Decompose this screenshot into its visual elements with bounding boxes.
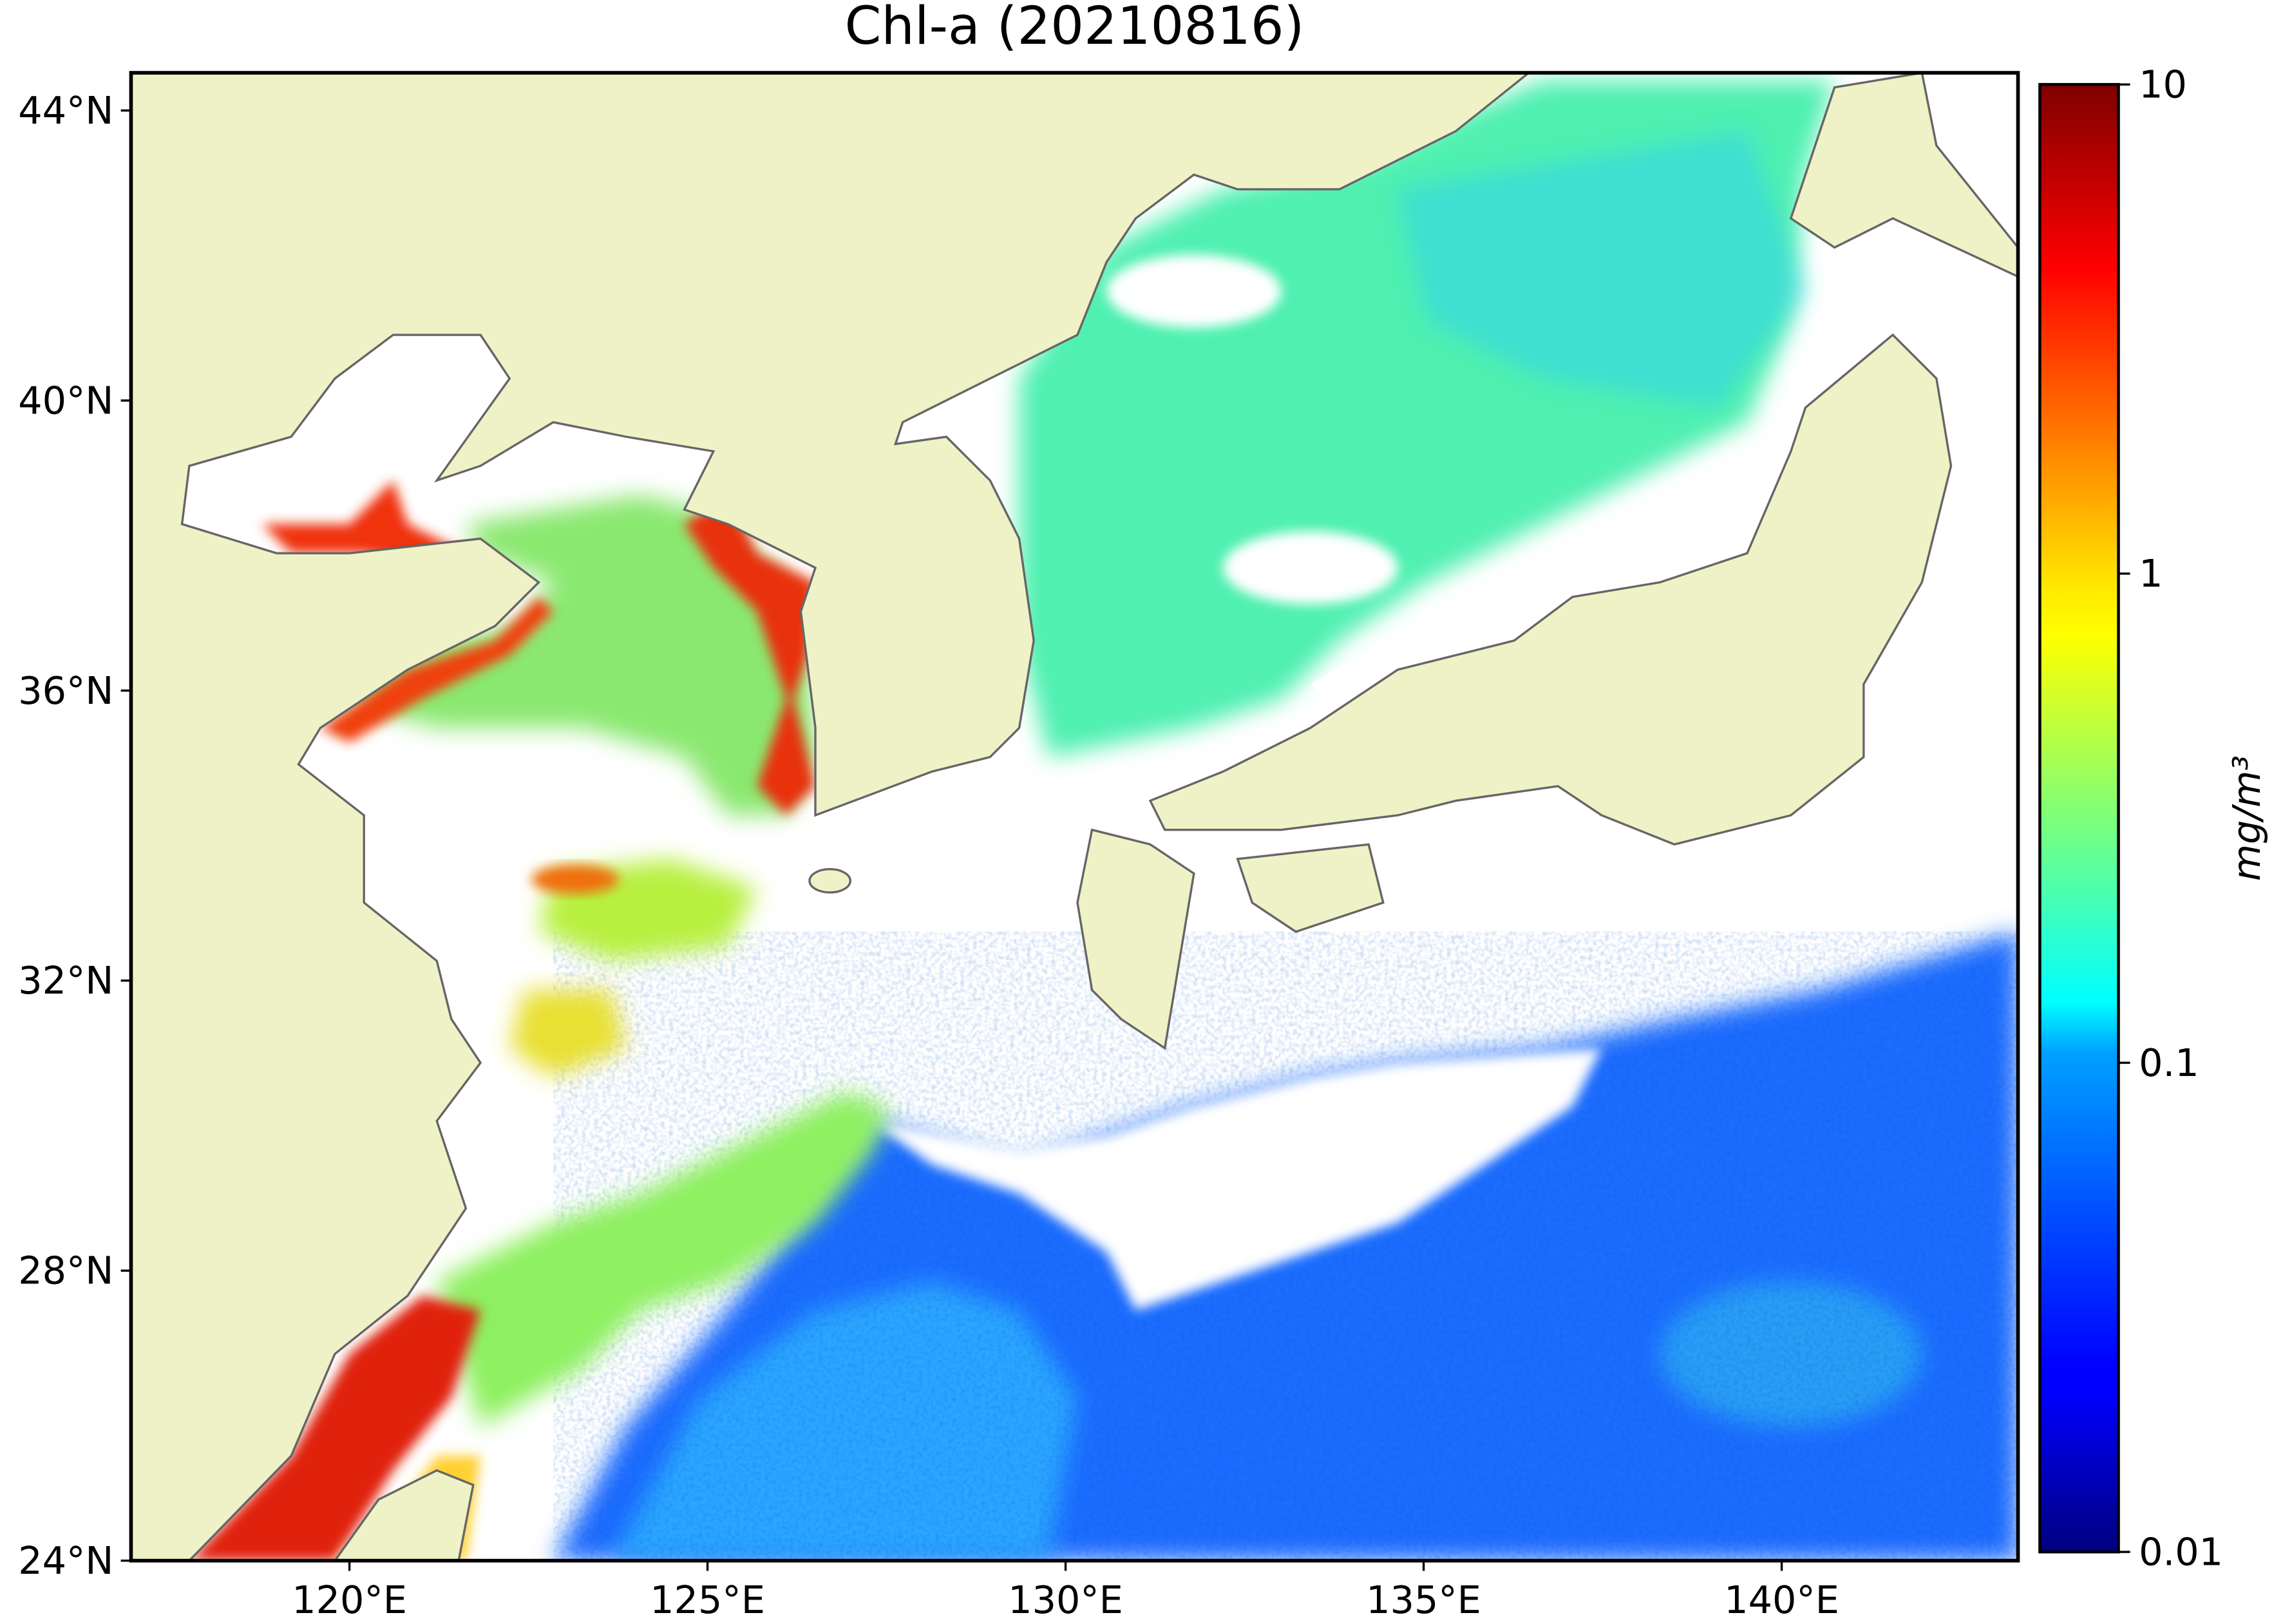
land-honshu (1148, 333, 1953, 846)
y-tick-label: 32°N (18, 958, 113, 1003)
x-tick-label: 120°E (292, 1578, 407, 1622)
axes-frame (129, 71, 2020, 1563)
land-continent (131, 73, 1531, 1561)
title: Chl-a (20210816) (845, 0, 1305, 57)
cloud (873, 1048, 1602, 1310)
colorbar-tick-label: 10 (2139, 62, 2187, 106)
chl-coastal (320, 596, 554, 743)
y-tick-label: 24°N (18, 1538, 113, 1583)
land-shikoku (1236, 843, 1385, 933)
land (131, 73, 2018, 1561)
map-area (131, 73, 2018, 1561)
colorbar (2038, 82, 2120, 1554)
x-tick-label: 130°E (1008, 1578, 1123, 1622)
land-hokkaido (1789, 73, 2018, 278)
colorbar-label: mg/m³ (2224, 755, 2269, 881)
colorbar-tick-label: 1 (2139, 551, 2163, 596)
y-tick-label: 40°N (18, 378, 113, 422)
chl-coastal (189, 1296, 481, 1561)
cloud (1820, 815, 2018, 932)
land-island (808, 868, 852, 894)
x-tick-label: 125°E (650, 1578, 765, 1622)
chl-shelf (437, 1091, 889, 1427)
land-kyushu (1076, 828, 1195, 1050)
x-tick-label: 135°E (1366, 1578, 1481, 1622)
chl-coastal (531, 864, 619, 894)
cloud (1106, 254, 1282, 328)
y-tick-label: 36°N (18, 668, 113, 713)
chl-coastal (684, 495, 816, 816)
colorbar-tick-label: 0.01 (2139, 1529, 2223, 1574)
cloud (1223, 531, 1398, 605)
chl-shelf (334, 495, 816, 816)
chl-shelf (509, 990, 627, 1078)
y-tick-label: 28°N (18, 1249, 113, 1293)
colorbar-tick-label: 0.1 (2139, 1041, 2199, 1085)
x-tick-label: 140°E (1724, 1578, 1839, 1622)
land-taiwan (333, 1469, 475, 1561)
y-tick-label: 44°N (18, 88, 113, 133)
chl-marginal-sea (1397, 131, 1806, 408)
